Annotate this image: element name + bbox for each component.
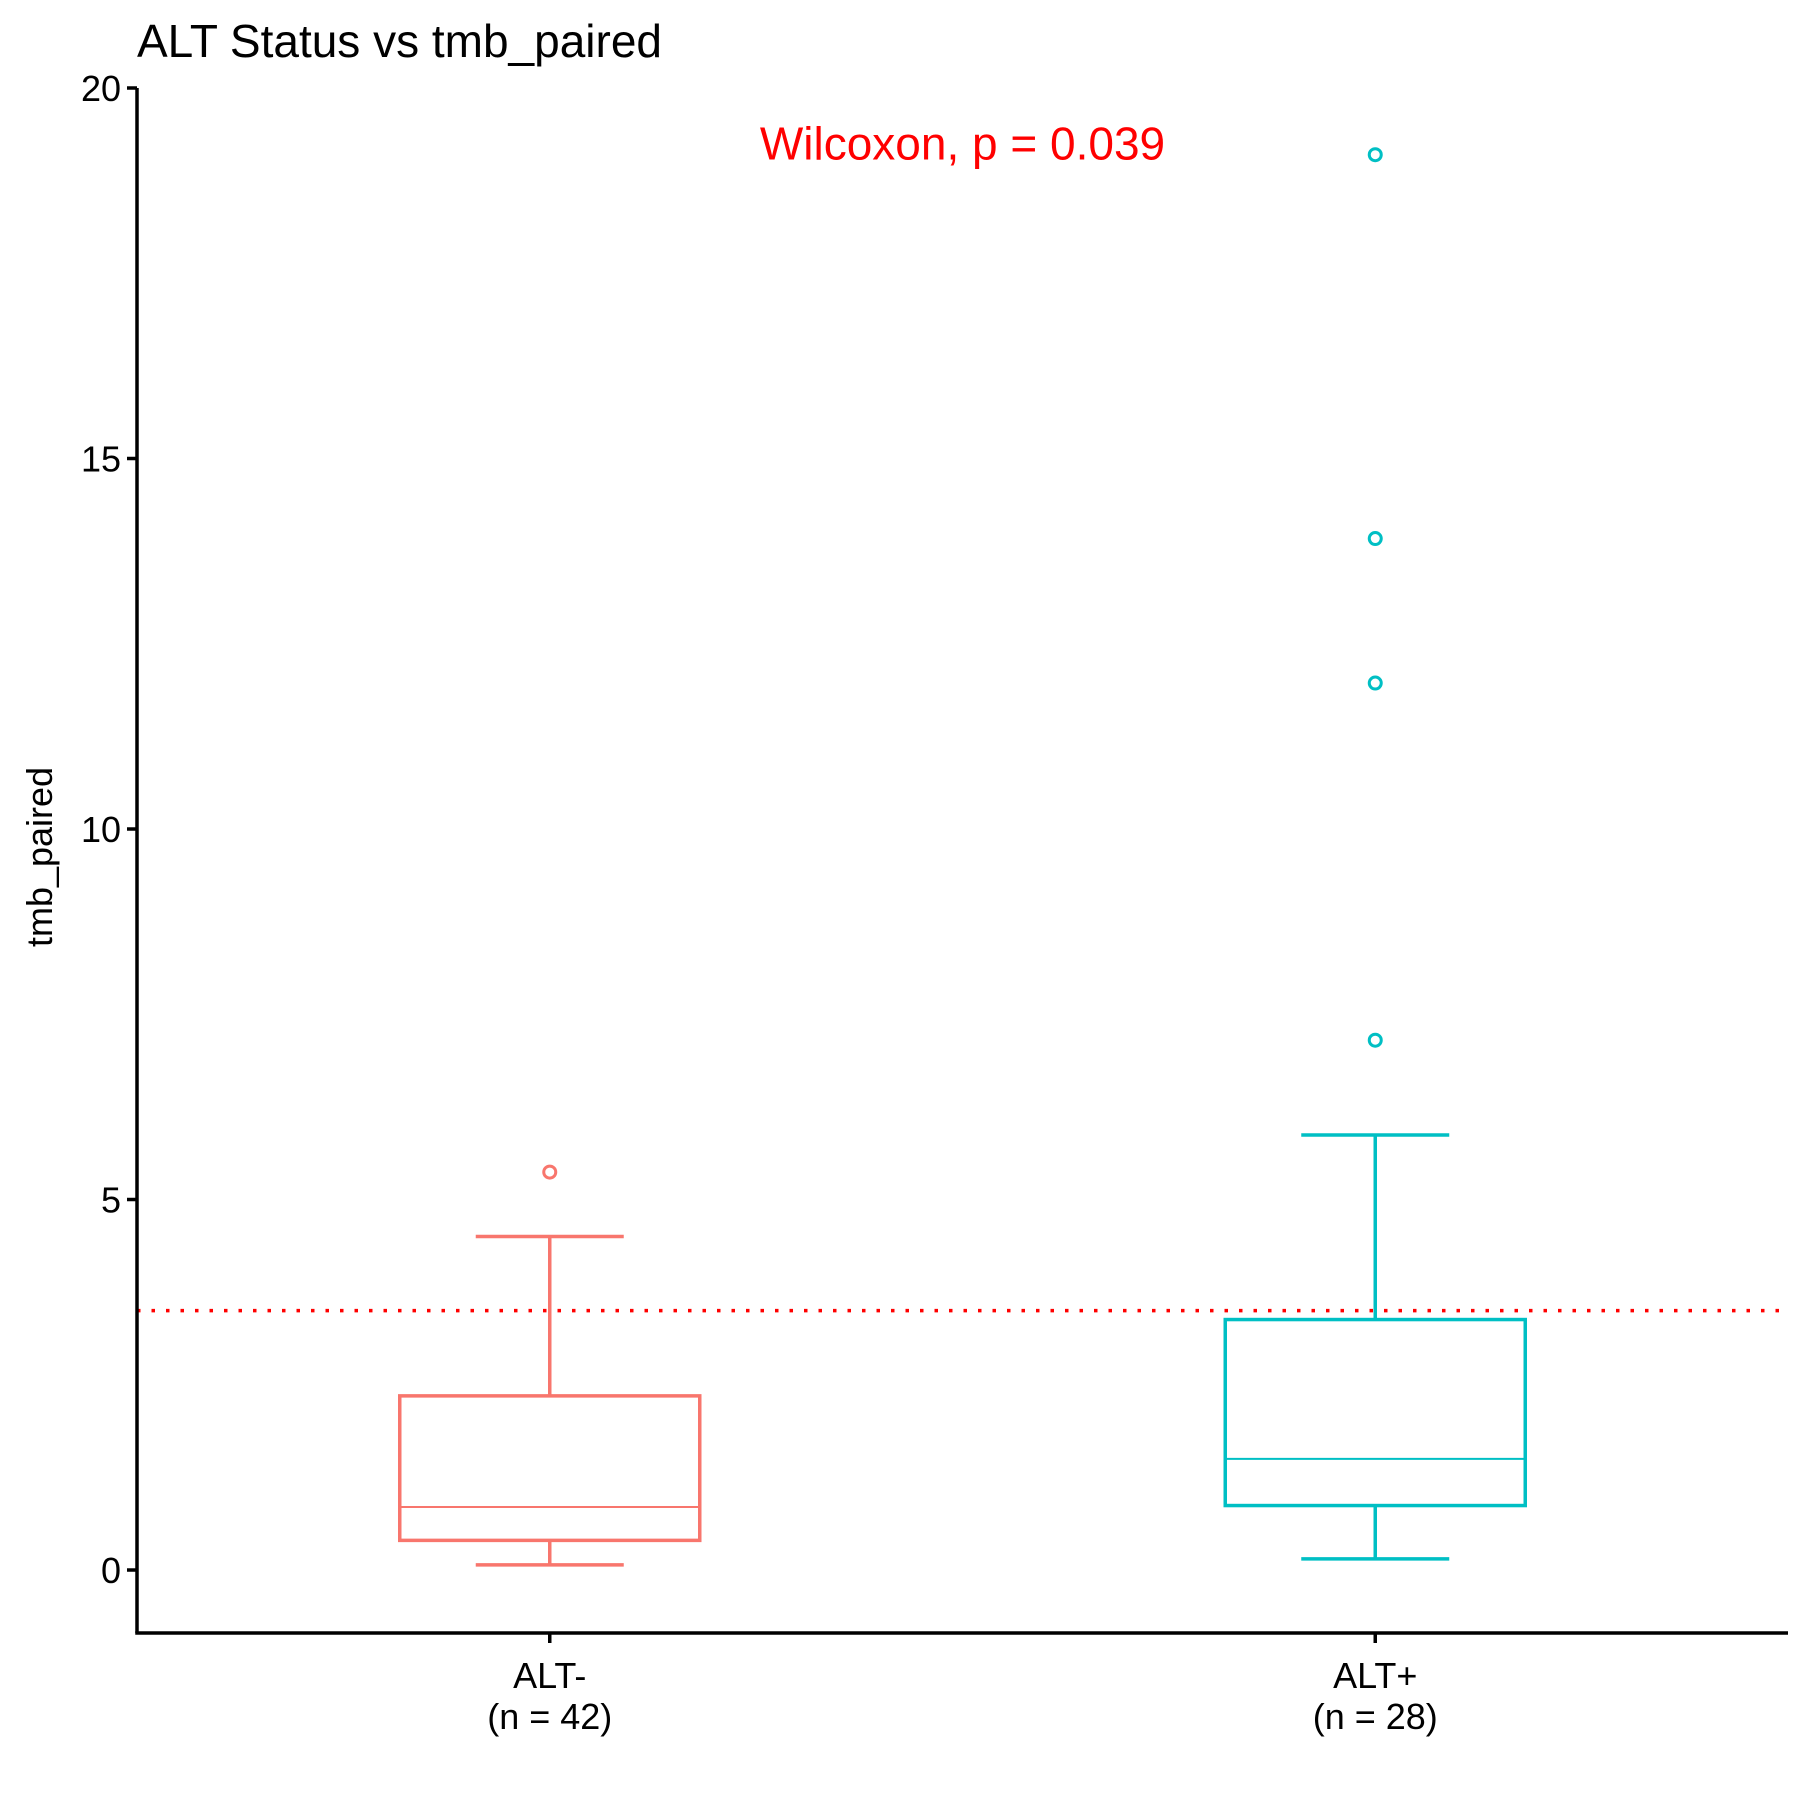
outlier-point xyxy=(1367,531,1383,547)
x-tick-label: ALT- xyxy=(513,1655,586,1696)
y-tick-label: 10 xyxy=(81,809,121,850)
x-tick-label: ALT+ xyxy=(1333,1655,1417,1696)
box-iqr xyxy=(1223,1317,1527,1508)
y-tick-label: 5 xyxy=(101,1180,121,1221)
y-tick-label: 15 xyxy=(81,439,121,480)
plot-area: 0 5 10 15 20 ALT-(n = 42) ALT+(n = 28) xyxy=(81,68,1788,1737)
x-tick-sublabel: (n = 28) xyxy=(1313,1696,1438,1737)
outlier-point xyxy=(1367,1032,1383,1048)
box-iqr xyxy=(398,1394,702,1543)
outlier-point xyxy=(1367,675,1383,691)
y-axis-title: tmb_paired xyxy=(19,767,60,947)
chart-title: ALT Status vs tmb_paired xyxy=(137,15,662,67)
outlier-point xyxy=(1367,147,1383,163)
y-tick-label: 20 xyxy=(81,68,121,109)
y-tick-label: 0 xyxy=(101,1550,121,1591)
wilcoxon-annotation: Wilcoxon, p = 0.039 xyxy=(760,118,1165,170)
x-tick-sublabel: (n = 42) xyxy=(487,1696,612,1737)
outlier-point xyxy=(542,1164,558,1180)
